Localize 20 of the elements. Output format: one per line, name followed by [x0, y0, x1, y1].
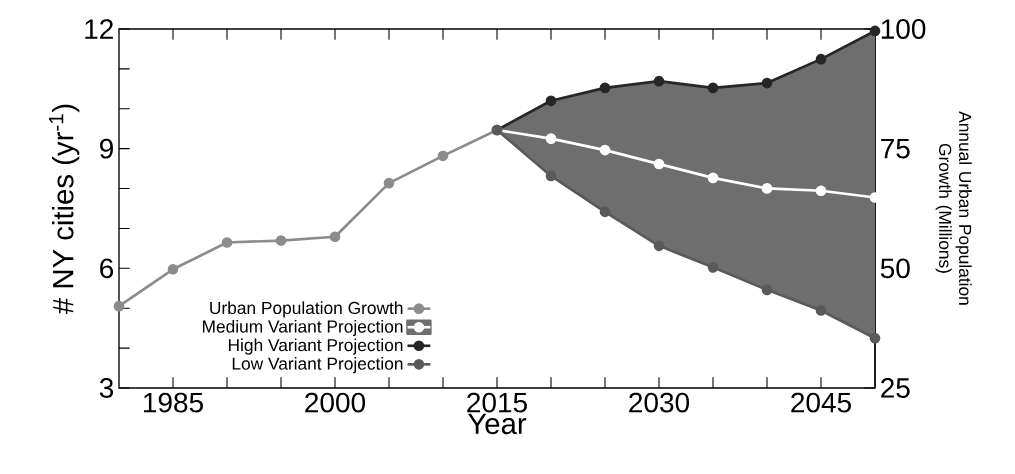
x-tick-label: 2045: [791, 392, 851, 413]
x-tick-label: 2000: [305, 392, 366, 413]
y2-tick-label: 25: [881, 378, 910, 398]
legend-label: Low Variant Projection: [232, 357, 403, 374]
x-tick-label: 2030: [629, 392, 690, 413]
y2-tick-label: 100: [881, 19, 926, 39]
x-axis-title: Year: [468, 413, 527, 435]
y-axis-title: # NY cities (yr$^{-1}$): [49, 104, 80, 314]
x-tick-label: 1985: [144, 392, 203, 413]
legend-label: Urban Population Growth: [210, 301, 403, 318]
x-tick-label: 2015: [467, 392, 527, 413]
y2-tick-label: 50: [880, 258, 910, 279]
y2-axis-title: Annual Urban Population Growth (Millions): [935, 111, 972, 305]
y-tick-label: 6: [100, 258, 114, 279]
legend-label: High Variant Projection: [228, 338, 403, 355]
legend-label: Medium Variant Projection: [202, 319, 403, 337]
y-tick-label: 12: [85, 19, 113, 39]
y-tick-label: 9: [100, 138, 113, 159]
y2-tick-label: 75: [881, 138, 910, 159]
y-tick-label: 3: [99, 378, 114, 398]
